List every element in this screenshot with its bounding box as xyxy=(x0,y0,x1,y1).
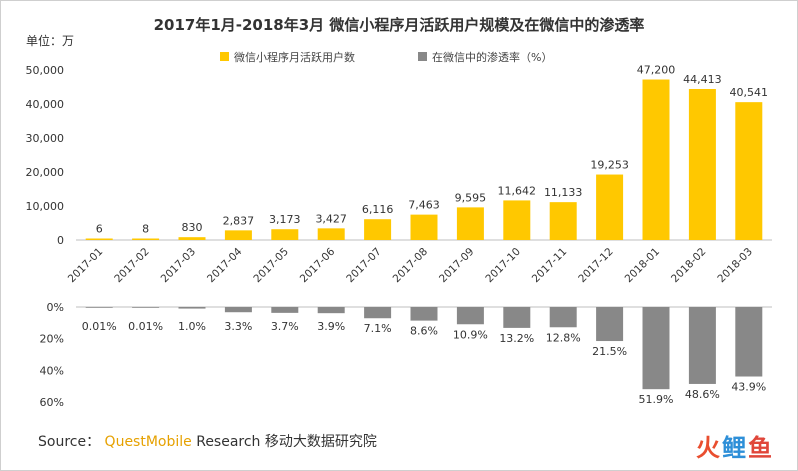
penetration-bar xyxy=(364,307,392,319)
mau-data-label: 6,116 xyxy=(362,203,394,216)
mau-bar xyxy=(132,238,160,240)
top-y-tick-label: 10,000 xyxy=(26,200,65,213)
legend-label-mau: 微信小程序月活跃用户数 xyxy=(234,50,355,64)
mau-bar xyxy=(85,238,113,240)
penetration-bar xyxy=(503,307,531,328)
penetration-bar xyxy=(735,307,763,377)
mau-bar xyxy=(178,237,206,240)
mau-bar xyxy=(503,200,531,240)
mau-bar xyxy=(642,79,670,241)
penetration-data-label: 3.9% xyxy=(317,320,345,333)
penetration-bar xyxy=(224,307,252,313)
penetration-bar xyxy=(688,307,716,384)
penetration-data-label: 0.01% xyxy=(82,320,117,333)
penetration-bar xyxy=(178,307,206,309)
penetration-data-label: 12.8% xyxy=(546,331,581,344)
chart-title: 2017年1月-2018年3月 微信小程序月活跃用户规模及在微信中的渗透率 xyxy=(154,16,645,34)
penetration-data-label: 3.7% xyxy=(271,320,299,333)
penetration-bar xyxy=(456,307,484,325)
bottom-y-tick-label: 0% xyxy=(47,301,64,314)
source-prefix: Source： xyxy=(38,434,101,450)
watermark-char-1: 火 xyxy=(696,434,722,462)
top-y-tick-label: 40,000 xyxy=(26,98,65,111)
bottom-y-tick-label: 40% xyxy=(40,364,64,377)
mau-data-label: 11,133 xyxy=(544,186,583,199)
mau-data-label: 19,253 xyxy=(590,159,629,172)
penetration-bar xyxy=(642,307,670,390)
watermark-logo: 火鲤鱼 xyxy=(696,428,774,463)
penetration-bar xyxy=(85,307,113,308)
mau-bar xyxy=(364,219,392,240)
penetration-data-label: 3.3% xyxy=(224,320,252,333)
mau-data-label: 9,595 xyxy=(455,191,487,204)
bottom-y-tick-label: 20% xyxy=(40,333,64,346)
legend-swatch-mau xyxy=(220,52,229,61)
penetration-bar xyxy=(317,307,345,314)
penetration-data-label: 51.9% xyxy=(639,393,674,406)
mau-bar xyxy=(317,228,345,240)
mau-bar xyxy=(410,214,438,240)
mau-bar xyxy=(688,88,716,241)
legend-label-penetration: 在微信中的渗透率（%） xyxy=(432,50,552,64)
watermark-char-2: 鲤 xyxy=(722,434,748,462)
penetration-bar xyxy=(132,307,160,308)
penetration-data-label: 13.2% xyxy=(499,332,534,345)
legend-swatch-penetration xyxy=(418,52,427,61)
top-y-tick-label: 30,000 xyxy=(26,132,65,145)
mau-bar xyxy=(549,202,577,240)
mau-data-label: 830 xyxy=(182,221,203,234)
mau-data-label: 11,642 xyxy=(498,184,537,197)
mau-data-label: 8 xyxy=(142,223,149,236)
mau-data-label: 44,413 xyxy=(683,73,722,86)
penetration-data-label: 48.6% xyxy=(685,388,720,401)
mau-data-label: 6 xyxy=(96,223,103,236)
bottom-y-tick-label: 60% xyxy=(40,396,64,409)
mau-bar xyxy=(271,229,299,240)
penetration-data-label: 43.9% xyxy=(731,381,766,394)
mau-data-label: 3,173 xyxy=(269,213,301,226)
penetration-data-label: 10.9% xyxy=(453,328,488,341)
penetration-data-label: 0.01% xyxy=(128,320,163,333)
penetration-data-label: 7.1% xyxy=(364,322,392,335)
penetration-bar xyxy=(410,307,438,321)
top-y-tick-label: 20,000 xyxy=(26,166,65,179)
mau-bar xyxy=(224,230,252,240)
penetration-bar xyxy=(596,307,624,342)
mau-data-label: 47,200 xyxy=(637,64,676,77)
legend: 微信小程序月活跃用户数 在微信中的渗透率（%） xyxy=(220,50,552,64)
source-suffix: Research 移动大数据研究院 xyxy=(191,434,377,450)
top-y-tick-label: 50,000 xyxy=(26,64,65,77)
penetration-bar xyxy=(549,307,577,328)
mau-data-label: 3,427 xyxy=(315,212,347,225)
source-note: Source： QuestMobile Research 移动大数据研究院 xyxy=(38,431,377,451)
unit-label: 单位：万 xyxy=(26,33,74,48)
penetration-data-label: 21.5% xyxy=(592,345,627,358)
penetration-data-label: 8.6% xyxy=(410,325,438,338)
watermark-char-3: 鱼 xyxy=(748,434,774,462)
top-y-tick-label: 0 xyxy=(57,234,64,247)
penetration-bar xyxy=(271,307,299,313)
mau-bar xyxy=(456,207,484,240)
mau-data-label: 2,837 xyxy=(223,214,255,227)
mau-data-label: 7,463 xyxy=(408,199,440,212)
mau-bar xyxy=(735,102,763,240)
mau-bar xyxy=(596,174,624,240)
source-brand: QuestMobile xyxy=(104,434,192,450)
mau-data-label: 40,541 xyxy=(730,86,769,99)
penetration-data-label: 1.0% xyxy=(178,320,206,333)
